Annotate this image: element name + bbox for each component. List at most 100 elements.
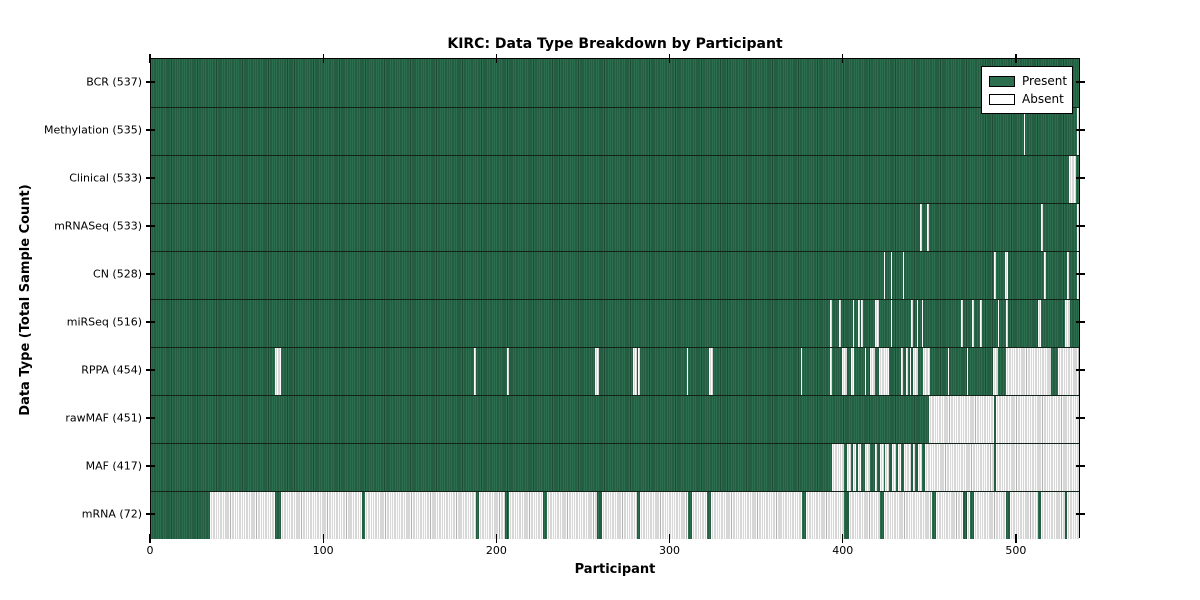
data-row-miRSeq bbox=[151, 299, 1079, 347]
x-tick-mark bbox=[322, 533, 324, 543]
x-tick-mark bbox=[495, 533, 497, 543]
absent-segment bbox=[902, 252, 905, 299]
absent-segment bbox=[864, 444, 870, 491]
absent-segment bbox=[1023, 108, 1026, 155]
absent-segment bbox=[1077, 252, 1079, 299]
absent-segment bbox=[847, 444, 851, 491]
absent-segment bbox=[864, 348, 867, 395]
matrix-rows bbox=[151, 59, 1079, 539]
absent-segment bbox=[994, 252, 997, 299]
y-tick-mark bbox=[1075, 465, 1085, 467]
y-tick-label: BCR (537) bbox=[86, 75, 142, 89]
absent-segment bbox=[1077, 108, 1079, 155]
absent-segment bbox=[923, 348, 931, 395]
y-tick-mark bbox=[145, 369, 155, 371]
absent-segment bbox=[1065, 300, 1071, 347]
absent-segment bbox=[926, 204, 929, 251]
data-row-CN bbox=[151, 251, 1079, 299]
y-tick-mark bbox=[145, 417, 155, 419]
data-row-RPPA bbox=[151, 347, 1079, 395]
y-tick-mark bbox=[145, 273, 155, 275]
absent-segment bbox=[1040, 492, 1066, 539]
absent-segment bbox=[849, 492, 881, 539]
absent-segment bbox=[966, 492, 971, 539]
absent-segment bbox=[1058, 348, 1079, 395]
absent-segment bbox=[506, 348, 509, 395]
absent-segment bbox=[966, 348, 969, 395]
y-tick-mark bbox=[145, 465, 155, 467]
y-tick-label: MAF (417) bbox=[85, 459, 142, 473]
y-tick-label: mRNA (72) bbox=[81, 507, 142, 521]
y-tick-label: RPPA (454) bbox=[81, 363, 142, 377]
absent-segment bbox=[996, 444, 1079, 491]
absent-segment bbox=[928, 396, 995, 443]
absent-segment bbox=[935, 492, 964, 539]
absent-segment bbox=[842, 348, 848, 395]
absent-segment bbox=[1066, 252, 1069, 299]
present-swatch bbox=[989, 75, 1015, 87]
data-row-mRNA bbox=[151, 491, 1079, 539]
data-row-mRNASeq bbox=[151, 203, 1079, 251]
absent-segment bbox=[275, 348, 281, 395]
x-tick-label: 500 bbox=[1005, 544, 1027, 557]
absent-segment bbox=[709, 348, 713, 395]
y-tick-mark bbox=[1075, 513, 1085, 515]
absent-segment bbox=[280, 492, 362, 539]
y-tick-mark bbox=[145, 177, 155, 179]
absent-segment bbox=[913, 444, 915, 491]
absent-segment bbox=[830, 348, 832, 395]
absent-segment bbox=[1006, 348, 1052, 395]
legend-label-present: Present bbox=[1022, 74, 1068, 88]
absent-segment bbox=[209, 492, 276, 539]
absent-segment bbox=[890, 252, 893, 299]
x-tick-label: 100 bbox=[312, 544, 334, 557]
y-tick-label: Clinical (533) bbox=[69, 171, 142, 185]
absent-segment bbox=[1004, 252, 1009, 299]
y-tick-label: miRSeq (516) bbox=[66, 315, 142, 329]
absent-segment bbox=[474, 348, 476, 395]
x-tick-mark bbox=[1015, 533, 1017, 543]
absent-segment bbox=[878, 348, 889, 395]
y-tick-mark bbox=[1075, 273, 1085, 275]
data-row-rawMAF bbox=[151, 395, 1079, 443]
x-tick-label: 400 bbox=[832, 544, 854, 557]
chart-title: KIRC: Data Type Breakdown by Participant bbox=[447, 36, 783, 52]
absent-segment bbox=[852, 444, 857, 491]
absent-segment bbox=[992, 348, 998, 395]
absent-segment bbox=[897, 444, 901, 491]
x-tick-mark bbox=[668, 53, 671, 63]
absent-segment bbox=[1068, 156, 1076, 203]
absent-segment bbox=[1044, 252, 1047, 299]
absent-segment bbox=[885, 444, 889, 491]
x-tick-mark bbox=[495, 53, 497, 63]
absent-segment bbox=[906, 348, 908, 395]
absent-segment bbox=[916, 300, 919, 347]
absent-swatch bbox=[989, 93, 1015, 105]
absent-segment bbox=[875, 300, 879, 347]
y-tick-label: mRNASeq (533) bbox=[54, 219, 142, 233]
absent-segment bbox=[971, 300, 974, 347]
absent-segment bbox=[640, 492, 689, 539]
absent-segment bbox=[800, 348, 803, 395]
absent-segment bbox=[365, 492, 476, 539]
x-tick-label: 0 bbox=[146, 544, 154, 557]
absent-segment bbox=[904, 444, 912, 491]
data-row-BCR bbox=[151, 59, 1079, 107]
absent-segment bbox=[850, 348, 855, 395]
legend: Present Absent bbox=[981, 66, 1073, 114]
x-tick-mark bbox=[842, 533, 844, 543]
absent-segment bbox=[633, 348, 637, 395]
absent-segment bbox=[869, 348, 876, 395]
absent-segment bbox=[852, 300, 855, 347]
data-row-Clinical bbox=[151, 155, 1079, 203]
x-tick-mark bbox=[149, 533, 151, 543]
absent-segment bbox=[883, 252, 886, 299]
y-tick-label: Methylation (535) bbox=[44, 123, 142, 137]
absent-segment bbox=[830, 300, 832, 347]
absent-segment bbox=[961, 300, 964, 347]
absent-segment bbox=[911, 300, 914, 347]
absent-segment bbox=[861, 300, 863, 347]
absent-segment bbox=[883, 492, 933, 539]
absent-segment bbox=[686, 348, 689, 395]
absent-segment bbox=[1009, 492, 1038, 539]
